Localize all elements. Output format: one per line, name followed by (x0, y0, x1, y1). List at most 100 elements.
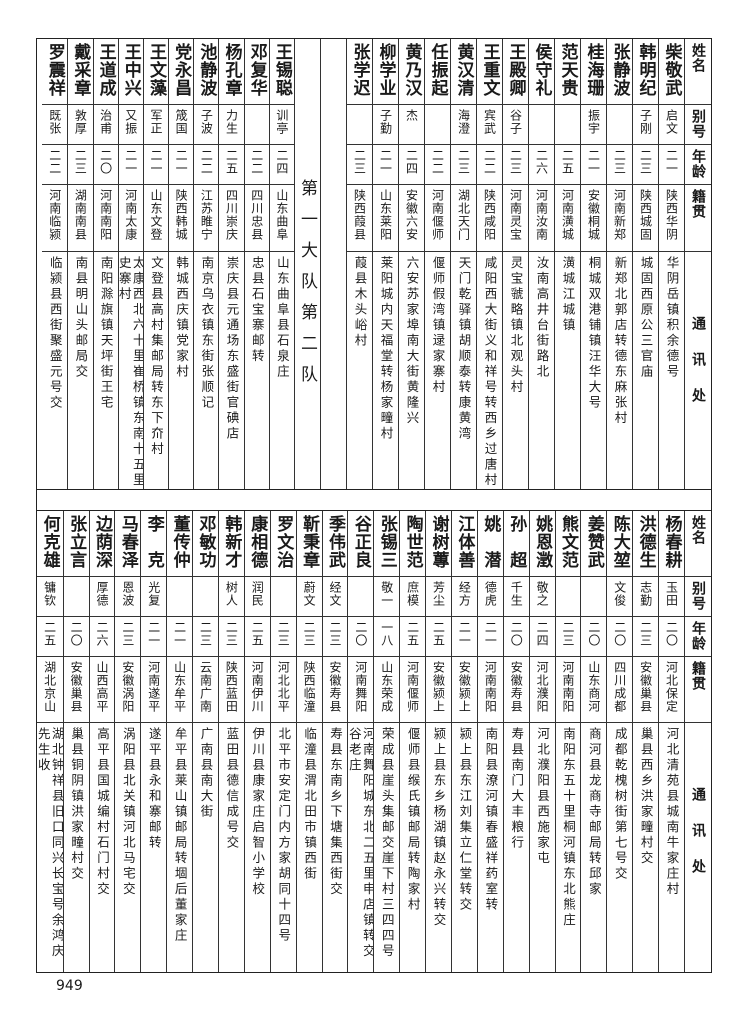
alias-text: 子刚 (638, 109, 653, 135)
table-row: 姜赞武 二〇 山东商河 商河县龙商寺邮局转邱家 (580, 511, 607, 972)
alias-cell (555, 577, 581, 617)
address-cell: 遂平县永和寨邮转 (141, 723, 166, 972)
alias-text: 镛钦 (42, 581, 57, 607)
name-cell: 韩明纪 (633, 39, 658, 105)
address-cell: 高平县国城编村石门村交 (90, 723, 115, 972)
origin-cell: 河南遂平 (141, 657, 167, 723)
alias-cell: 文俊 (607, 577, 633, 617)
header-column: 姓名 别号 年龄 籍贯 通讯处 (684, 511, 711, 972)
age-text: 二三 (73, 149, 88, 175)
age-text: 二六 (94, 621, 109, 647)
alias-text: 杰 (404, 109, 419, 122)
address-text: 高平县国城编村石门村交 (94, 727, 110, 898)
address-text: 寿县南门大丰粮行 (509, 727, 525, 851)
alias-cell: 子刚 (633, 105, 658, 145)
alias-text: 敦厚 (73, 109, 88, 135)
origin-text: 陕西咸阳 (482, 189, 497, 241)
table-row: 黄汉清 海澄 二三 湖北天门 天门乾驿镇胡顺泰转康黄湾 (450, 39, 476, 489)
alias-cell: 启文 (659, 105, 684, 145)
name-text: 任振起 (427, 43, 448, 97)
name-cell: 邓复华 (244, 39, 269, 105)
name-text: 季伟武 (324, 515, 345, 569)
name-text: 康相德 (247, 515, 268, 569)
origin-cell: 山西高平 (89, 657, 115, 723)
address-text: 河北濮阳县西施家屯 (535, 727, 551, 867)
origin-cell: 河南新郑 (607, 185, 632, 252)
age-cell: 二一 (169, 145, 194, 185)
origin-text: 山东莱阳 (378, 189, 393, 241)
alias-cell: 千生 (503, 577, 529, 617)
origin-text: 安徽寿县 (509, 661, 524, 713)
address-text: 崇庆县元通场东盛街官碘店 (224, 256, 240, 442)
address-cell: 北平市安定门内方家胡同十四号 (271, 723, 296, 972)
alias-text: 谷子 (508, 109, 523, 135)
age-text: 二一 (148, 149, 163, 175)
name-cell: 孙 超 (503, 511, 529, 577)
origin-cell: 河南潢城 (555, 185, 580, 252)
address-text: 河北清苑县城南牛家庄村 (664, 727, 680, 898)
age-cell: 二三 (193, 617, 218, 657)
age-cell: 二三 (555, 617, 581, 657)
table-row: 姚恩澂 敬之 二四 河北濮阳 河北濮阳县西施家屯 (528, 511, 555, 972)
address-cell: 山东曲阜县石泉庄 (270, 252, 294, 489)
alias-text: 敬一 (379, 581, 394, 607)
alias-text: 振宇 (586, 109, 601, 135)
address-cell: 商河县龙商寺邮局转邱家 (581, 723, 606, 972)
origin-cell: 河南太康 (118, 185, 143, 252)
name-text: 池静波 (196, 43, 217, 97)
name-cell: 杨春耕 (659, 511, 684, 577)
age-text: 二三 (612, 149, 627, 175)
age-cell: 二三 (607, 145, 632, 185)
age-cell: 二四 (529, 617, 555, 657)
address-cell: 莱阳城内天福堂转杨家疃村 (373, 252, 398, 489)
division-label: 第一大队第二队 (297, 179, 317, 396)
age-cell: 二三 (115, 617, 141, 657)
alias-cell (167, 577, 193, 617)
table-row: 熊文范 二三 河南南阳 南阳东五十里桐河镇东北熊庄 (554, 511, 581, 972)
alias-cell: 经文 (322, 577, 348, 617)
age-cell: 二六 (529, 145, 554, 185)
age-cell: 二〇 (503, 617, 529, 657)
address-cell: 颍上县东乡杨湖镇赵永兴转交 (426, 723, 451, 972)
table-row: 任振起 二二 河南偃师 偃师假湾镇逯家寨村 (424, 39, 450, 489)
header-alias-text: 别号 (690, 581, 706, 611)
alias-cell: 又振 (118, 105, 143, 145)
name-cell: 边荫深 (89, 511, 115, 577)
origin-cell: 河南南阳 (555, 657, 581, 723)
name-cell: 黄汉清 (451, 39, 476, 105)
table-row: 张锡三 敬一 一八 山东荣成 荣成县崖头集邮交崖下村三四四号 (373, 511, 400, 972)
table-row: 王文藻 军正 二一 山东文登 文登县高村集邮局转东下夼村 (142, 39, 169, 489)
name-cell: 季伟武 (322, 511, 348, 577)
name-cell: 黄乃汉 (399, 39, 424, 105)
origin-text: 安徽涡阳 (120, 661, 135, 713)
address-cell: 汝南高井台街路北 (529, 252, 554, 489)
origin-text: 河南偃师 (405, 661, 420, 713)
age-text: 二三 (198, 621, 213, 647)
alias-text: 海澄 (456, 109, 471, 135)
age-text: 二一 (123, 149, 138, 175)
age-text: 二一 (172, 621, 187, 647)
name-cell: 陈大堃 (607, 511, 633, 577)
age-cell: 二〇 (581, 617, 607, 657)
name-text: 洪德生 (635, 515, 656, 569)
alias-cell: 子波 (194, 105, 219, 145)
origin-text: 山东曲阜 (274, 189, 289, 241)
alias-cell: 振宇 (581, 105, 606, 145)
name-text: 王中兴 (120, 43, 141, 97)
address-text: 偃师县缑氏镇邮局转陶家村 (405, 727, 421, 913)
origin-text: 安徽寿县 (327, 661, 342, 713)
name-text: 谷正良 (350, 515, 371, 569)
table-row: 黄乃汉杰二四 安徽六安 六安苏家埠南大街黄隆兴 (398, 39, 424, 489)
age-cell: 二三 (322, 617, 348, 657)
address-text: 咸阳西大街义和祥号转西乡过唐村 (482, 256, 498, 489)
age-cell: 二五 (426, 617, 451, 657)
origin-text: 安徽六安 (404, 189, 419, 241)
age-cell: 二一 (659, 145, 684, 185)
table-row: 李 克光复 二一 河南遂平 遂平县永和寨邮转 (140, 511, 167, 972)
address-text: 华阴岳镇积余德号 (664, 256, 680, 380)
name-cell: 罗文治 (270, 511, 296, 577)
header-origin-text: 籍贯 (690, 661, 706, 691)
origin-cell: 山东文登 (143, 185, 169, 252)
age-cell: 二三 (503, 145, 528, 185)
address-cell: 忠县石宝寨邮转 (245, 252, 269, 489)
